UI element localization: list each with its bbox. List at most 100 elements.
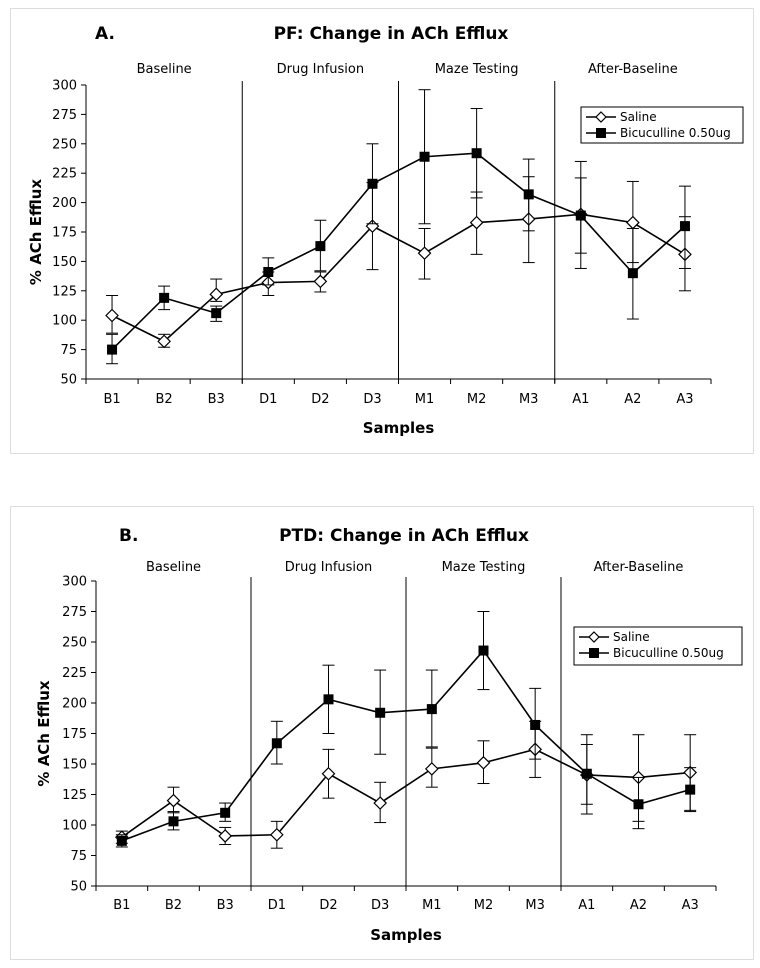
x-axis-label: Samples <box>363 419 435 437</box>
chart-panel-a: A. PF: Change in ACh Efflux 50 75 100 125 150 1… <box>10 8 754 454</box>
data-point-diamond <box>105 308 119 323</box>
x-tick-label: M3 <box>525 898 545 913</box>
x-tick-label: D3 <box>371 898 389 913</box>
x-tick-label: A2 <box>630 898 647 913</box>
data-point-square <box>375 707 386 718</box>
data-point-square <box>211 308 222 319</box>
data-point-diamond <box>166 793 181 808</box>
phase-label: Baseline <box>146 560 201 575</box>
legend: Saline Bicuculline 0.50ug <box>580 106 744 144</box>
x-tick-label: B1 <box>103 392 120 407</box>
chart-b-svg: B. PTD: Change in ACh Efflux 50 75 100 125 150… <box>35 526 743 944</box>
y-tick-label: 275 <box>62 605 87 620</box>
data-point-square <box>523 189 534 200</box>
legend-marker-diamond <box>588 631 600 643</box>
data-point-square <box>581 768 592 779</box>
y-tick-label: 50 <box>60 373 77 388</box>
data-point-diamond <box>626 215 640 230</box>
y-tick-label: 300 <box>62 575 87 590</box>
legend: Saline Bicuculline 0.50ug <box>573 626 743 666</box>
x-tick-label: A2 <box>624 392 641 407</box>
y-tick-label: 150 <box>62 758 87 773</box>
legend-marker-square <box>596 128 606 138</box>
data-point-square <box>271 738 282 749</box>
data-point-diamond <box>476 755 491 770</box>
series-line <box>111 213 686 343</box>
x-tick-label: D3 <box>363 392 381 407</box>
y-tick-label: 150 <box>52 255 77 270</box>
x-tick-label: D2 <box>319 898 337 913</box>
data-point-diamond <box>209 287 224 302</box>
y-axis-label: % ACh Efflux <box>35 680 53 786</box>
legend-label: Bicuculline 0.50ug <box>620 126 731 140</box>
data-point-square <box>575 210 586 221</box>
y-tick-label: 50 <box>70 880 87 895</box>
data-point-square <box>263 266 274 277</box>
series-line <box>121 649 691 842</box>
x-tick-label: A3 <box>676 392 693 407</box>
x-tick-label: M2 <box>474 898 494 913</box>
data-point-diamond <box>313 274 328 289</box>
legend-label: Saline <box>613 630 650 644</box>
x-tick-label: M3 <box>519 392 539 407</box>
y-tick-label: 225 <box>52 167 77 182</box>
x-tick-label: A1 <box>578 898 595 913</box>
y-tick-label: 200 <box>52 196 77 211</box>
y-tick-label: 125 <box>62 788 87 803</box>
data-point-diamond <box>157 334 171 349</box>
legend-marker-diamond <box>595 111 607 123</box>
data-point-diamond <box>469 215 484 230</box>
x-tick-label: A3 <box>682 898 699 913</box>
series-1 <box>106 89 691 365</box>
x-tick-label: B2 <box>165 898 182 913</box>
y-tick-label: 175 <box>52 226 77 241</box>
x-tick-label: B3 <box>217 898 234 913</box>
x-tick-label: M1 <box>422 898 442 913</box>
phase-label: After-Baseline <box>588 62 678 77</box>
data-point-square <box>627 268 638 279</box>
panel-letter: B. <box>119 526 138 546</box>
data-point-diamond <box>321 766 336 781</box>
data-point-square <box>116 835 127 846</box>
y-tick-label: 75 <box>60 343 77 358</box>
chart-title: PF: Change in ACh Efflux <box>274 24 509 44</box>
phase-label: Maze Testing <box>435 62 519 77</box>
data-point-square <box>685 784 696 795</box>
data-point-diamond <box>218 829 233 843</box>
y-tick-label: 100 <box>62 819 87 834</box>
x-tick-label: D1 <box>259 392 277 407</box>
data-point-square <box>633 799 644 810</box>
data-point-square <box>323 694 334 705</box>
y-tick-label: 225 <box>62 666 87 681</box>
x-axis-label: Samples <box>370 926 442 944</box>
data-point-square <box>530 719 541 730</box>
data-point-square <box>419 151 430 162</box>
y-tick-label: 100 <box>52 314 77 329</box>
y-tick-label: 300 <box>52 79 77 94</box>
data-point-square <box>426 704 437 715</box>
data-point-square <box>367 178 378 189</box>
y-tick-label: 75 <box>70 849 87 864</box>
y-tick-label: 175 <box>62 727 87 742</box>
chart-a-svg: A. PF: Change in ACh Efflux 50 75 100 125 150 1… <box>27 24 744 437</box>
phase-label: After-Baseline <box>594 560 684 575</box>
y-axis-label: % ACh Efflux <box>27 179 45 285</box>
chart-panel-b: B. PTD: Change in ACh Efflux 50 75 100 125 150… <box>10 506 754 960</box>
phase-label: Maze Testing <box>442 560 526 575</box>
legend-box <box>580 106 744 144</box>
phase-label: Drug Infusion <box>277 62 364 77</box>
chart-title: PTD: Change in ACh Efflux <box>279 526 529 546</box>
data-point-square <box>679 221 690 232</box>
y-tick-label: 250 <box>52 137 77 152</box>
legend-label: Bicuculline 0.50ug <box>613 646 724 660</box>
data-point-square <box>471 148 482 159</box>
phase-label: Drug Infusion <box>285 560 372 575</box>
data-point-diamond <box>417 246 432 261</box>
data-point-square <box>159 292 170 303</box>
data-point-diamond <box>269 827 284 842</box>
panel-letter: A. <box>95 24 115 44</box>
series-1 <box>115 611 697 848</box>
y-tick-label: 250 <box>62 636 87 651</box>
legend-label: Saline <box>620 110 657 124</box>
data-point-square <box>220 807 231 818</box>
